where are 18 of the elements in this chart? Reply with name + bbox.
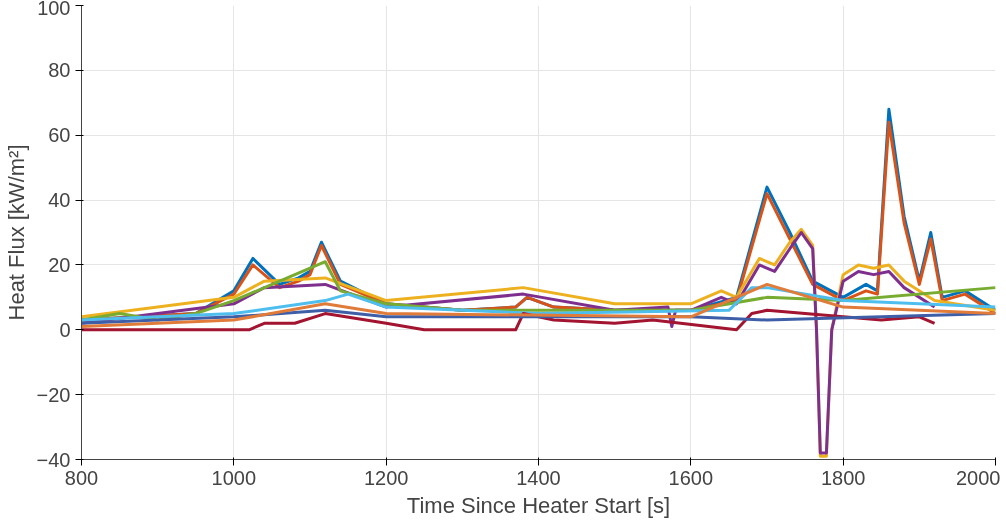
y-tick-label: 60 bbox=[48, 124, 71, 147]
x-tick-label: 1200 bbox=[363, 466, 409, 489]
line-series bbox=[81, 286, 996, 322]
y-tick-label: 40 bbox=[48, 189, 71, 212]
x-tick-label: 1400 bbox=[516, 466, 561, 489]
y-tick-label: 0 bbox=[59, 318, 71, 341]
line-series bbox=[81, 282, 996, 329]
x-tick-label: 1600 bbox=[668, 466, 714, 489]
y-tick-label: 20 bbox=[48, 253, 71, 276]
y-tick-label: 80 bbox=[48, 59, 71, 82]
y-tick-label: −20 bbox=[36, 383, 71, 406]
x-tick-label: 2000 bbox=[956, 466, 1001, 489]
x-axis-title: Time Since Heater Start [s] bbox=[406, 492, 671, 518]
x-tick-label: 1800 bbox=[820, 466, 866, 489]
x-tick-label: 1000 bbox=[211, 466, 257, 489]
y-tick-label: 100 bbox=[37, 0, 71, 19]
line-series bbox=[81, 308, 937, 332]
y-axis-title: Heat Flux [kW/m²] bbox=[3, 144, 29, 321]
